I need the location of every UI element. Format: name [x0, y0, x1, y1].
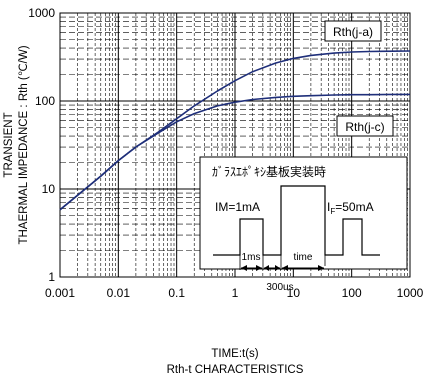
x-tick-label: 1000 [397, 286, 424, 300]
inset-title: ｶﾞﾗｽｴﾎﾟｷｼ基板実装時 [212, 164, 326, 179]
inset-time-label: time [294, 252, 313, 263]
inset-im-label: IM=1mA [215, 200, 260, 214]
y-tick-label: 1000 [28, 6, 55, 20]
y-axis-label-line1: TRANSIENT [3, 112, 15, 177]
x-tick-label: 0.1 [168, 286, 185, 300]
x-tick-labels: 0.001 0.01 0.1 1 10 100 1000 [45, 286, 424, 300]
inset-waveform [213, 185, 380, 256]
chart-title: Rth-t CHARACTERISTICS [167, 364, 304, 376]
y-tick-label: 100 [35, 94, 55, 108]
x-tick-label: 100 [342, 286, 362, 300]
inset-300us-label: 300us [266, 282, 293, 293]
y-tick-label: 10 [42, 182, 56, 196]
x-axis-label: TIME:t(s) [211, 348, 258, 360]
plot-frame [59, 12, 411, 278]
label-rth-jc: Rth(j-c) [345, 120, 384, 134]
label-rth-ja-box: Rth(j-a) [324, 20, 382, 42]
inset-1ms-label: 1ms [242, 252, 261, 263]
series-group [59, 50, 411, 211]
series-line-rth-jc [59, 93, 410, 211]
x-tick-label: 0.01 [107, 286, 131, 300]
x-tick-label: 10 [287, 286, 301, 300]
label-rth-ja: Rth(j-a) [333, 25, 373, 39]
label-rth-jc-box: Rth(j-c) [336, 115, 394, 137]
y-tick-label: 1 [48, 270, 55, 284]
x-tick-label: 0.001 [45, 286, 75, 300]
inset-if-label: IF=50mA [327, 200, 374, 216]
x-tick-label: 1 [232, 286, 239, 300]
inset-box: ｶﾞﾗｽｴﾎﾟｷｼ基板実装時 IM=1mA IF=50mA 1ms time 3… [199, 156, 408, 293]
y-tick-labels: 1 10 100 1000 [28, 6, 55, 284]
y-axis-label-line2: THAERMAL IMPEDANCE : Rth (℃/W) [18, 45, 30, 244]
